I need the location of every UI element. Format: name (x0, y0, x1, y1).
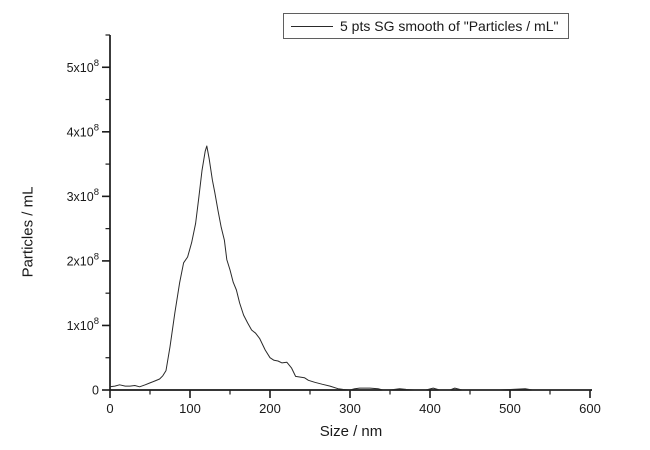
x-axis-tick-label: 500 (499, 401, 521, 416)
y-axis-tick-label: 5x108 (67, 58, 99, 75)
x-axis-tick-label: 100 (179, 401, 201, 416)
x-axis-tick-label: 300 (339, 401, 361, 416)
y-axis-tick-label: 4x108 (67, 122, 99, 139)
legend-entry-label: 5 pts SG smooth of "Particles / mL" (340, 18, 559, 34)
legend-line-sample-icon (291, 25, 333, 27)
x-axis-tick-label: 200 (259, 401, 281, 416)
chart-legend: 5 pts SG smooth of "Particles / mL" (283, 13, 570, 39)
x-axis-tick-label: 0 (106, 401, 113, 416)
y-axis-tick-label: 0 (92, 384, 99, 398)
x-axis-tick-label: 600 (579, 401, 601, 416)
data-curve (109, 145, 591, 391)
axis-lines (109, 35, 592, 391)
x-axis-tick-label: 400 (419, 401, 441, 416)
y-axis-tick-label: 3x108 (67, 187, 99, 204)
x-axis-title: Size / nm (319, 423, 383, 440)
y-axis-tick-label: 2x108 (67, 251, 99, 268)
y-axis-tick-label: 1x108 (67, 316, 99, 333)
y-axis-title: Particles / mL (19, 186, 37, 278)
